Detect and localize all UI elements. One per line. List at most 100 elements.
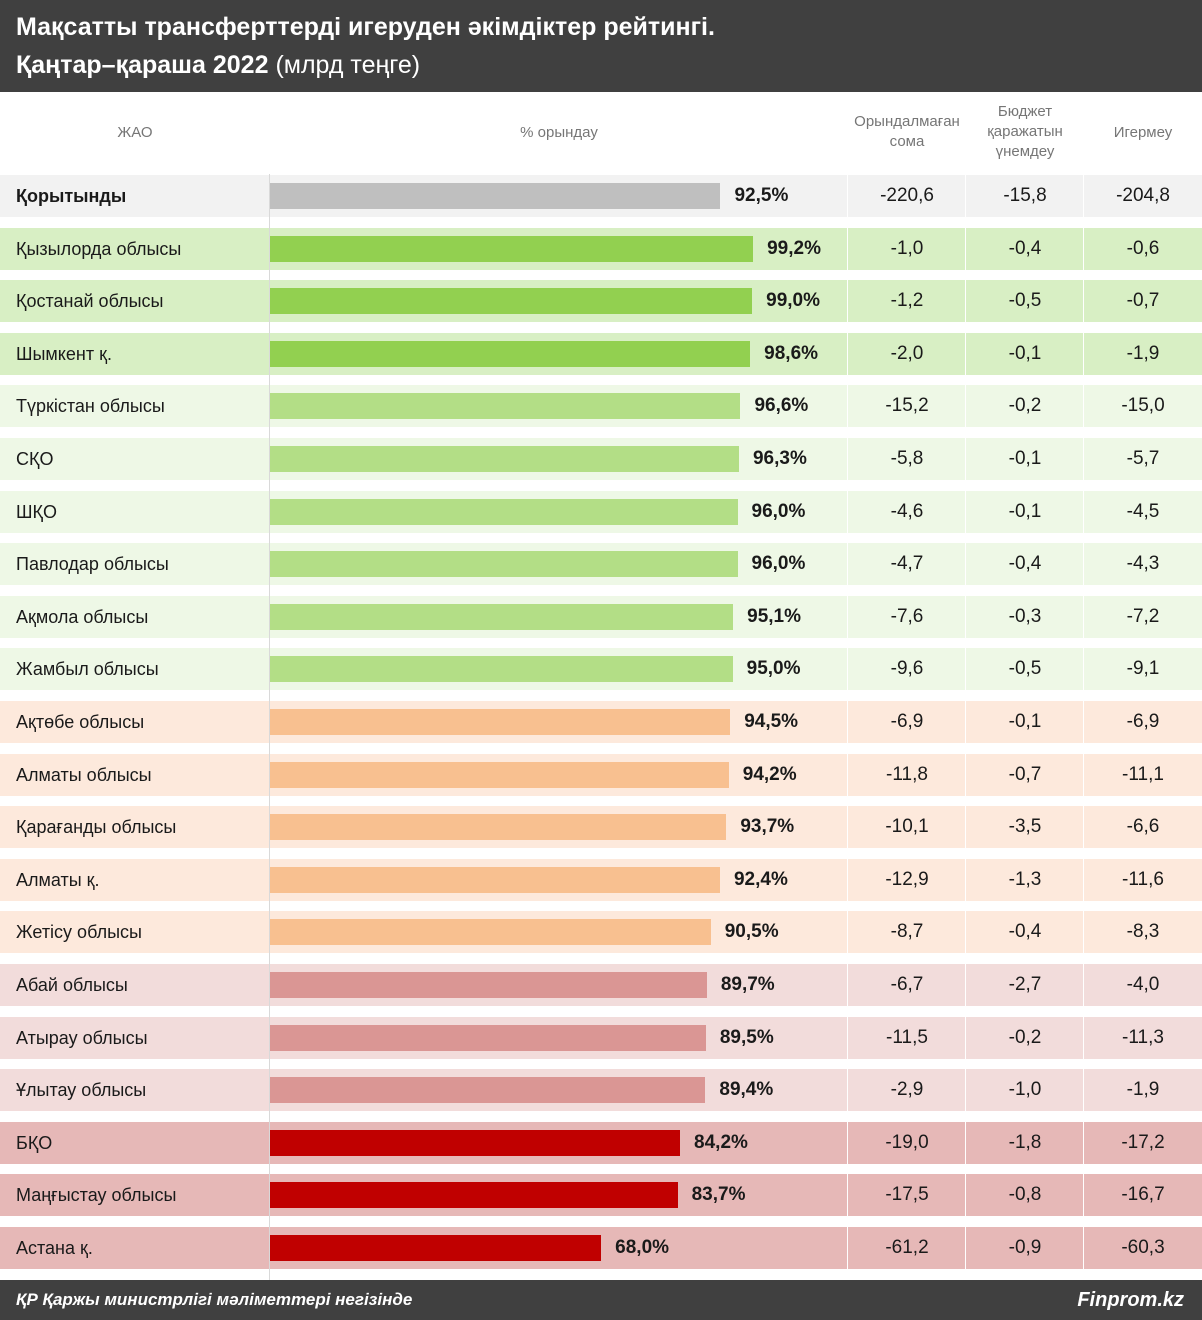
table-row: Қостанай облысы 99,0% -1,2 -0,5 -0,7	[0, 280, 1202, 323]
value-savings: -0,7	[1008, 763, 1042, 785]
percent-label: 89,5%	[719, 1026, 774, 1048]
table-row: Жамбыл облысы 95,0% -9,6 -0,5 -9,1	[0, 648, 1202, 691]
percent-label: 94,2%	[742, 763, 797, 785]
column-divider	[847, 174, 848, 1280]
region-name: Алматы облысы	[16, 764, 152, 785]
region-name: Маңғыстау облысы	[16, 1185, 177, 1206]
percent-bar	[270, 972, 707, 998]
table-row: Ұлытау облысы 89,4% -2,9 -1,0 -1,9	[0, 1069, 1202, 1112]
header: Мақсатты трансферттерді игеруден әкімдік…	[0, 0, 1202, 92]
value-savings: -1,3	[1008, 868, 1042, 890]
value-unused: -17,2	[1121, 1131, 1165, 1153]
value-unfulfilled: -8,7	[890, 921, 924, 943]
value-unused: -6,6	[1126, 816, 1160, 838]
percent-label: 96,3%	[752, 448, 807, 469]
chart-title: Мақсатты трансферттерді игеруден әкімдік…	[16, 13, 715, 41]
value-unfulfilled: -9,6	[890, 658, 924, 680]
region-name: Шымкент қ.	[16, 343, 112, 364]
percent-label: 99,2%	[767, 237, 821, 259]
region-name: Жамбыл облысы	[16, 659, 159, 680]
value-savings: -3,5	[1008, 816, 1042, 838]
percent-bar	[270, 1077, 706, 1104]
value-savings: -0,4	[1008, 237, 1042, 259]
value-unused: -4,3	[1126, 553, 1160, 575]
value-unfulfilled: -11,5	[886, 1026, 928, 1048]
value-unused: -4,0	[1126, 974, 1160, 995]
value-unfulfilled: -1,2	[890, 290, 924, 312]
percent-label: 95,1%	[747, 605, 801, 627]
percent-bar	[270, 814, 727, 841]
table-row: Шымкент қ. 98,6% -2,0 -0,1 -1,9	[0, 332, 1202, 375]
percent-bar	[270, 761, 729, 788]
value-unfulfilled: -61,2	[885, 1237, 929, 1258]
value-unused: -7,2	[1126, 605, 1160, 627]
value-unused: -11,1	[1122, 763, 1164, 785]
value-unused: -1,9	[1126, 1079, 1160, 1101]
table-row: Қарағанды облысы 93,7% -10,1 -3,5 -6,6	[0, 806, 1202, 849]
percent-label: 96,0%	[751, 500, 806, 522]
percent-label: 90,5%	[724, 921, 779, 943]
value-unused: -15,0	[1121, 395, 1165, 417]
value-unfulfilled: -19,0	[885, 1131, 929, 1153]
value-unused: -1,9	[1126, 342, 1160, 364]
table-row: Маңғыстау облысы 83,7% -17,5 -0,8 -16,7	[0, 1174, 1202, 1217]
region-name: Ақмола облысы	[16, 606, 149, 627]
region-name: Атырау облысы	[16, 1027, 148, 1048]
value-unfulfilled: -6,7	[890, 974, 924, 995]
value-unfulfilled: -11,8	[886, 763, 928, 785]
value-savings: -0,2	[1008, 1026, 1042, 1048]
percent-label: 89,4%	[719, 1079, 774, 1101]
value-unfulfilled: -220,6	[880, 185, 934, 206]
chart-rows: Қорытынды 92,5% -220,6 -15,8 -204,8 Қызылорда…	[0, 175, 1202, 1269]
percent-label: 96,6%	[754, 395, 809, 417]
region-name: Қостанай облысы	[16, 291, 164, 312]
value-unfulfilled: -4,6	[890, 500, 924, 522]
percent-label: 92,4%	[733, 868, 788, 890]
footer-source: ҚР Қаржы министрлігі мәліметтері негізін…	[16, 1290, 413, 1309]
table-row: Түркістан облысы 96,6% -15,2 -0,2 -15,0	[0, 385, 1202, 428]
percent-label: 68,0%	[615, 1237, 670, 1258]
value-unused: -9,1	[1126, 658, 1160, 680]
value-unfulfilled: -15,2	[885, 395, 929, 417]
value-unfulfilled: -5,8	[890, 448, 924, 469]
percent-label: 95,0%	[746, 658, 801, 680]
percent-label: 92,5%	[734, 185, 789, 206]
region-name: СҚО	[16, 449, 54, 469]
value-unused: -6,9	[1126, 711, 1160, 732]
percent-label: 89,7%	[720, 974, 775, 995]
value-unused: -0,7	[1126, 290, 1160, 312]
value-savings: -0,5	[1008, 658, 1042, 680]
value-savings: -0,9	[1008, 1237, 1042, 1258]
percent-bar	[270, 1129, 681, 1156]
table-row: Ақмола облысы 95,1% -7,6 -0,3 -7,2	[0, 595, 1202, 638]
table-row: БҚО 84,2% -19,0 -1,8 -17,2	[0, 1121, 1202, 1164]
region-name: Түркістан облысы	[16, 396, 165, 417]
column-header-percent: % орындау	[520, 124, 598, 141]
value-unused: -60,3	[1121, 1237, 1165, 1258]
value-unfulfilled: -17,5	[885, 1184, 929, 1206]
table-row: Қызылорда облысы 99,2% -1,0 -0,4 -0,6	[0, 227, 1202, 270]
region-name: Павлодар облысы	[16, 554, 169, 575]
percent-label: 98,6%	[764, 342, 819, 364]
value-unfulfilled: -1,0	[890, 237, 924, 259]
table-row: Павлодар облысы 96,0% -4,7 -0,4 -4,3	[0, 543, 1202, 586]
value-savings: -0,3	[1008, 605, 1042, 627]
percent-bar	[270, 183, 721, 209]
percent-label: 94,5%	[744, 711, 799, 732]
percent-bar	[270, 551, 738, 578]
percent-label: 83,7%	[691, 1184, 746, 1206]
percent-bar	[270, 1235, 602, 1261]
value-unfulfilled: -7,6	[890, 605, 924, 627]
percent-bar	[270, 919, 711, 946]
table-row: СҚО 96,3% -5,8 -0,1 -5,7	[0, 438, 1202, 480]
percent-bar	[270, 1182, 678, 1209]
region-name: БҚО	[16, 1132, 53, 1153]
value-unused: -0,6	[1126, 237, 1160, 259]
percent-bar	[270, 709, 731, 735]
value-savings: -0,1	[1008, 711, 1042, 732]
table-row: Алматы қ. 92,4% -12,9 -1,3 -11,6	[0, 858, 1202, 901]
table-row: Абай облысы 89,7% -6,7 -2,7 -4,0	[0, 964, 1202, 1006]
region-name: Жетісу облысы	[16, 922, 142, 943]
percent-bar	[270, 1024, 706, 1051]
percent-bar	[270, 498, 738, 525]
